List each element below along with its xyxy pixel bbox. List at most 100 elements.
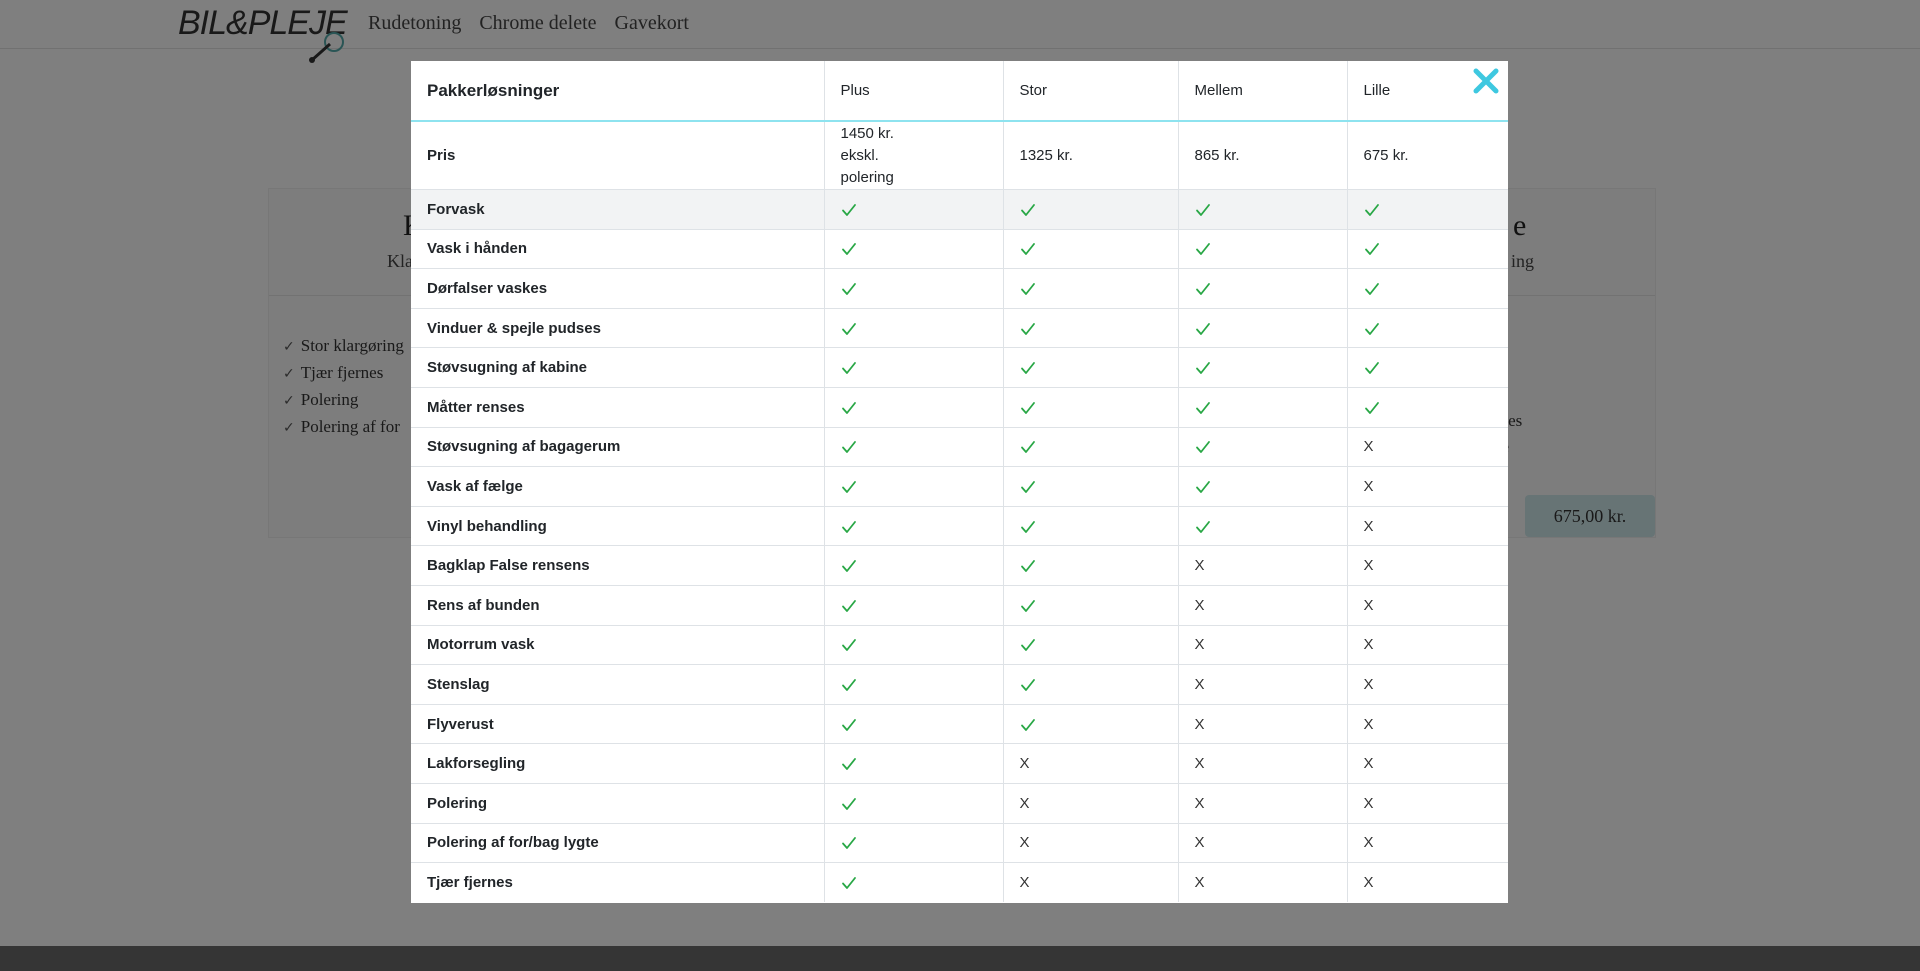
feature-label: Polering (411, 782, 824, 823)
feature-cell: X (1177, 624, 1347, 665)
feature-cell (1002, 466, 1178, 507)
table-row: Motorrum vask X X (411, 624, 1508, 665)
not-included-mark: X (1363, 873, 1374, 891)
table-row: Rens af bunden X X (411, 584, 1508, 626)
not-included-mark: X (1363, 517, 1374, 535)
price-plus: 1450 kr. ekskl. polering (840, 124, 894, 186)
feature-cell (823, 545, 1003, 586)
check-icon (1020, 441, 1035, 454)
feature-label: Vask af fælge (411, 466, 824, 507)
feature-cell (1002, 426, 1178, 467)
feature-cell (823, 782, 1003, 823)
check-icon (1020, 283, 1035, 295)
table-row: Støvsugning af kabine (411, 347, 1508, 388)
not-included-mark: X (1363, 675, 1374, 693)
feature-cell (1002, 545, 1178, 586)
check-icon (1195, 322, 1210, 335)
modal-title: Pakkerløsninger (411, 61, 824, 122)
feature-cell: X (1346, 822, 1508, 863)
price-cell: 675 kr. (1346, 120, 1508, 190)
table-row: Bagklap False rensens X X (411, 545, 1508, 586)
feature-cell (1177, 307, 1347, 348)
feature-cell (823, 347, 1003, 388)
column-header-stor: Stor (1002, 61, 1178, 122)
not-included-mark: X (1019, 794, 1030, 812)
check-icon (1195, 362, 1210, 375)
not-included-mark: X (1363, 794, 1374, 812)
not-included-mark: X (1194, 596, 1205, 614)
column-header-mellem: Mellem (1177, 61, 1347, 122)
feature-cell (1002, 584, 1178, 626)
feature-cell (1002, 386, 1178, 428)
feature-label: Dørfalser vaskes (411, 268, 824, 309)
feature-cell (1346, 189, 1508, 230)
price-row: Pris 1450 kr. ekskl. polering 1325 kr. 8… (411, 120, 1508, 190)
feature-cell (1002, 624, 1178, 665)
feature-label: Støvsugning af bagagerum (411, 426, 824, 467)
not-included-mark: X (1363, 438, 1374, 456)
check-icon (1020, 322, 1035, 335)
check-icon (1364, 283, 1379, 295)
feature-cell (1002, 505, 1178, 546)
check-icon (1195, 520, 1210, 533)
check-icon (1020, 362, 1035, 375)
feature-cell: X (1346, 862, 1508, 902)
price-cell: 865 kr. (1177, 120, 1347, 190)
table-body: Pris 1450 kr. ekskl. polering 1325 kr. 8… (411, 120, 1508, 902)
not-included-mark: X (1019, 755, 1030, 773)
feature-cell (1002, 664, 1178, 705)
feature-cell: X (1177, 545, 1347, 586)
feature-label: Lakforsegling (411, 743, 824, 784)
table-row: Vinduer & spejle pudses (411, 307, 1508, 348)
feature-label: Vask i hånden (411, 228, 824, 269)
feature-cell (1002, 189, 1178, 230)
feature-cell: X (1002, 822, 1178, 863)
close-button[interactable] (1468, 63, 1504, 99)
feature-cell (1002, 307, 1178, 348)
not-included-mark: X (1019, 873, 1030, 891)
check-icon (1195, 401, 1210, 414)
check-icon (841, 441, 856, 454)
table-row: Vask af fælge X (411, 466, 1508, 507)
check-icon (1020, 243, 1035, 256)
feature-cell: X (1002, 862, 1178, 902)
check-icon (841, 362, 856, 375)
not-included-mark: X (1194, 794, 1205, 812)
not-included-mark: X (1363, 755, 1374, 773)
not-included-mark: X (1194, 715, 1205, 733)
feature-label: Flyverust (411, 703, 824, 744)
check-icon (841, 401, 856, 414)
feature-label: Rens af bunden (411, 584, 824, 626)
check-icon (841, 560, 856, 573)
feature-cell (1346, 386, 1508, 428)
price-label: Pris (411, 120, 824, 190)
feature-cell (1346, 307, 1508, 348)
feature-label: Forvask (411, 189, 824, 230)
not-included-mark: X (1363, 477, 1374, 495)
check-icon (1195, 481, 1210, 493)
feature-cell: X (1346, 624, 1508, 665)
feature-cell: X (1177, 822, 1347, 863)
feature-cell (823, 228, 1003, 269)
feature-cell (823, 189, 1003, 230)
not-included-mark: X (1019, 834, 1030, 852)
feature-cell: X (1177, 664, 1347, 705)
not-included-mark: X (1194, 873, 1205, 891)
table-row: Flyverust X X (411, 703, 1508, 744)
check-icon (841, 758, 856, 771)
feature-cell: X (1177, 862, 1347, 902)
feature-cell: X (1002, 743, 1178, 784)
check-icon (1195, 243, 1210, 256)
feature-cell: X (1346, 782, 1508, 823)
feature-cell (823, 307, 1003, 348)
feature-cell (1177, 228, 1347, 269)
feature-cell (1177, 426, 1347, 467)
check-icon (1364, 401, 1379, 414)
feature-cell (1002, 347, 1178, 388)
check-icon (1364, 203, 1379, 216)
feature-label: Støvsugning af kabine (411, 347, 824, 388)
feature-cell: X (1346, 664, 1508, 705)
check-icon (1195, 441, 1210, 454)
package-comparison-modal: Pakkerløsninger Plus Stor Mellem Lille P… (411, 61, 1508, 903)
table-row: Lakforsegling X X X (411, 743, 1508, 784)
